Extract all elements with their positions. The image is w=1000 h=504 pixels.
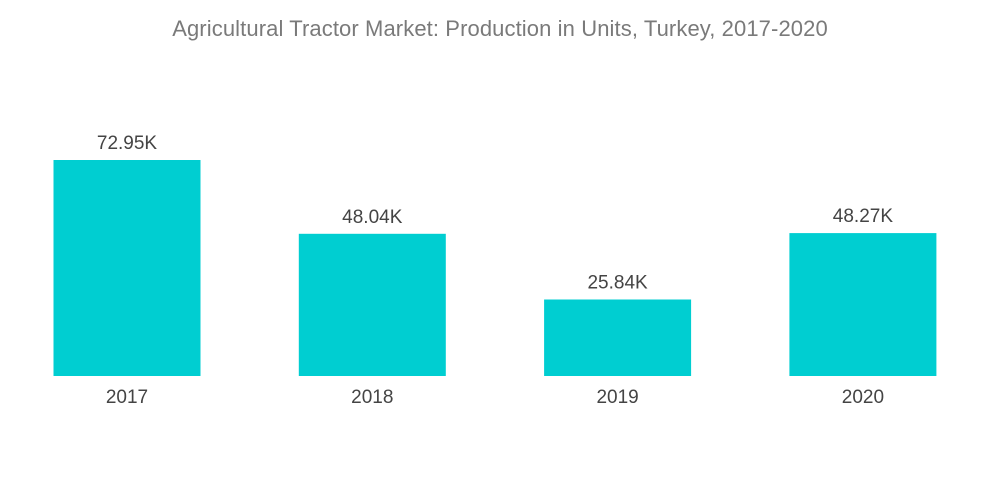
- value-label-2019: 25.84K: [587, 273, 648, 294]
- bars-layer: [53, 160, 937, 376]
- x-axis-tick-labels: 2017 2018 2019 2020: [106, 387, 884, 408]
- x-tick-label-2020: 2020: [842, 387, 884, 408]
- value-labels-layer: 72.95K 48.04K 25.84K 48.27K: [97, 133, 893, 294]
- value-label-2017: 72.95K: [97, 133, 158, 154]
- value-label-2018: 48.04K: [342, 207, 403, 228]
- bar-2018: [298, 233, 446, 376]
- bar-2020: [789, 233, 937, 376]
- x-tick-label-2017: 2017: [106, 387, 148, 408]
- value-label-2020: 48.27K: [833, 206, 894, 227]
- bar-2019: [544, 299, 692, 376]
- x-tick-label-2018: 2018: [351, 387, 393, 408]
- x-tick-label-2019: 2019: [596, 387, 638, 408]
- chart-title: Agricultural Tractor Market: Production …: [172, 16, 828, 41]
- bar-2017: [53, 160, 201, 376]
